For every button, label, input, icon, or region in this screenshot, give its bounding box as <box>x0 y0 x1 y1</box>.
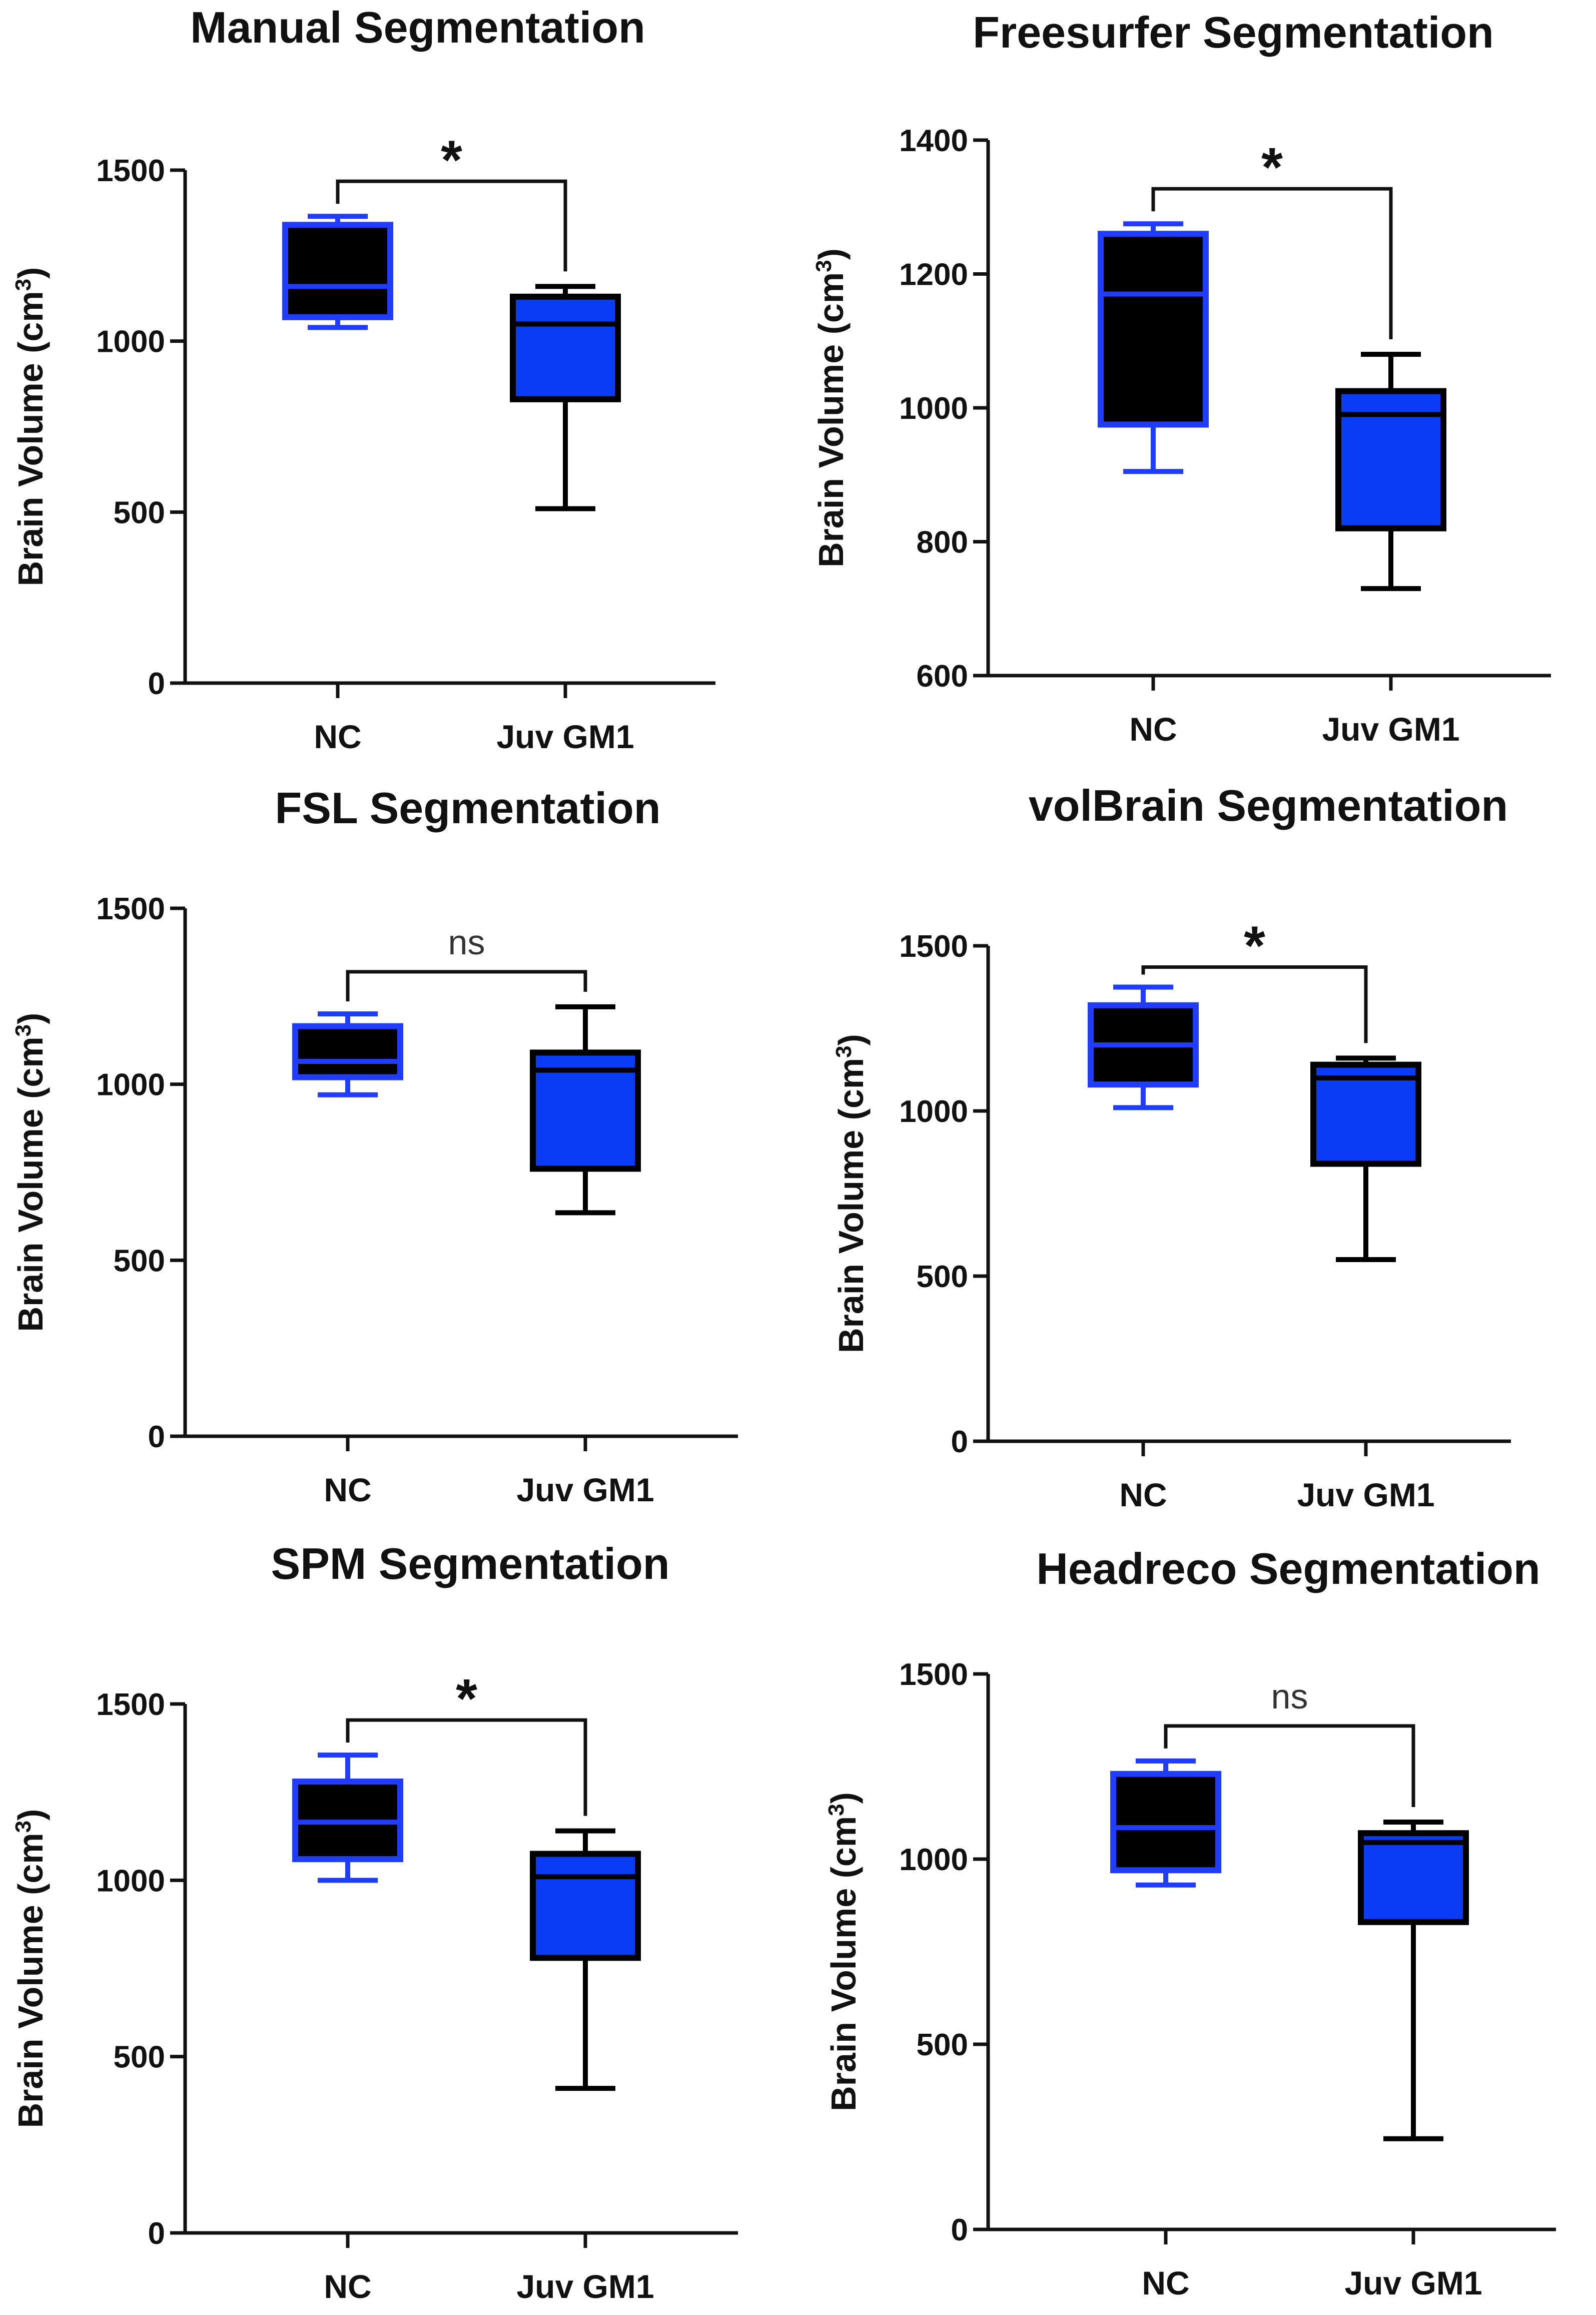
box-nc <box>1098 221 1209 474</box>
panel-manual-segmentation: Manual Segmentation Brain Volume (cm3) 0 50… <box>11 3 715 755</box>
y-tick-label: 1500 <box>899 929 968 964</box>
box-nc <box>1088 984 1199 1110</box>
y-tick-label: 1500 <box>96 154 165 188</box>
y-tick-label: 500 <box>114 495 165 530</box>
y-tick-label: 0 <box>148 2216 165 2251</box>
panel-headreco-segmentation: Headreco Segmentation Brain Volume (cm3) 0… <box>824 1544 1556 2301</box>
box-juv-gm1 <box>510 284 621 511</box>
y-axis-label: Brain Volume (cm3) <box>11 1013 51 1332</box>
significance-label: * <box>441 129 462 191</box>
x-tick-label: Juv GM1 <box>1297 1476 1434 1513</box>
significance-bracket <box>336 179 567 272</box>
chart-title: Headreco Segmentation <box>1036 1544 1540 1593</box>
significance-label: * <box>1244 915 1265 977</box>
iqr-box <box>530 1851 641 1961</box>
iqr-box <box>1110 1771 1221 1874</box>
iqr-box <box>1358 1830 1469 1925</box>
significance-bracket <box>346 970 587 1001</box>
y-tick-label: 1500 <box>899 1657 968 1692</box>
x-tick-label: Juv GM1 <box>1344 2264 1482 2301</box>
y-tick-label: 0 <box>951 2213 968 2247</box>
chart-title: Freesurfer Segmentation <box>973 8 1494 57</box>
box-nc <box>292 1753 403 1883</box>
y-tick-label: 500 <box>917 1260 968 1294</box>
x-tick-label: Juv GM1 <box>516 2268 654 2305</box>
y-tick-label: 1000 <box>96 325 165 359</box>
significance-label: * <box>456 1668 477 1729</box>
box-nc <box>292 1011 403 1097</box>
significance-bracket <box>1164 1724 1415 1807</box>
chart-title: SPM Segmentation <box>271 1539 670 1588</box>
panel-fsl-segmentation: FSL Segmentation Brain Volume (cm3) 0 500 10… <box>11 783 738 1508</box>
box-nc <box>282 214 393 330</box>
y-axis-label: Brain Volume (cm3) <box>11 1809 51 2128</box>
x-tick-label: NC <box>1142 2264 1189 2301</box>
y-tick-label: 800 <box>917 525 968 560</box>
box-juv-gm1 <box>1358 1820 1469 2141</box>
y-tick-label: 500 <box>114 2040 165 2075</box>
chart-title: volBrain Segmentation <box>1029 781 1508 830</box>
y-tick-label: 1000 <box>899 1094 968 1129</box>
iqr-box <box>1335 388 1446 531</box>
y-tick-label: 1000 <box>96 1068 165 1102</box>
chart-title: Manual Segmentation <box>190 3 645 52</box>
x-tick-label: NC <box>324 2268 371 2305</box>
y-axis-label: Brain Volume (cm3) <box>11 267 51 587</box>
significance-label: * <box>1261 137 1283 198</box>
y-tick-label: 1000 <box>96 1864 165 1898</box>
y-tick-label: 0 <box>148 667 165 701</box>
box-juv-gm1 <box>1310 1055 1421 1262</box>
significance-label: ns <box>1271 1677 1308 1716</box>
significance-bracket <box>346 1718 587 1816</box>
significance-bracket <box>1141 965 1368 1043</box>
panel-volbrain-segmentation: volBrain Segmentation Brain Volume (cm3) 0… <box>832 781 1511 1513</box>
box-juv-gm1 <box>1335 352 1446 592</box>
iqr-box <box>282 222 393 320</box>
iqr-box <box>1310 1061 1421 1167</box>
x-tick-label: Juv GM1 <box>496 718 634 755</box>
y-tick-label: 1000 <box>899 1843 968 1877</box>
significance-label: ns <box>448 923 485 962</box>
y-tick-label: 500 <box>917 2028 968 2062</box>
y-tick-label: 0 <box>951 1425 968 1459</box>
y-tick-label: 1200 <box>899 258 968 292</box>
box-juv-gm1 <box>530 1828 641 2091</box>
x-tick-label: NC <box>324 1471 371 1508</box>
y-tick-label: 1400 <box>899 124 968 158</box>
x-tick-label: NC <box>1129 711 1177 748</box>
significance-bracket <box>1151 187 1393 339</box>
panel-freesurfer-segmentation: Freesurfer Segmentation Brain Volume (cm3… <box>812 8 1551 748</box>
iqr-box <box>1098 231 1209 428</box>
y-tick-label: 0 <box>148 1420 165 1454</box>
y-axis-label: Brain Volume (cm3) <box>824 1792 864 2111</box>
x-tick-label: Juv GM1 <box>516 1471 654 1508</box>
box-nc <box>1110 1758 1221 1888</box>
y-axis-label: Brain Volume (cm3) <box>812 248 851 567</box>
x-tick-label: NC <box>1119 1476 1167 1513</box>
y-tick-label: 1000 <box>899 391 968 426</box>
iqr-box <box>292 1023 403 1080</box>
y-tick-label: 1500 <box>96 892 165 926</box>
iqr-box <box>510 293 621 402</box>
chart-title: FSL Segmentation <box>275 783 661 833</box>
y-tick-label: 500 <box>114 1244 165 1278</box>
y-tick-label: 600 <box>917 659 968 694</box>
box-juv-gm1 <box>530 1004 641 1216</box>
x-tick-label: Juv GM1 <box>1322 711 1459 748</box>
x-tick-label: NC <box>314 718 361 755</box>
y-tick-label: 1500 <box>96 1687 165 1722</box>
panel-spm-segmentation: SPM Segmentation Brain Volume (cm3) 0 500 10… <box>11 1539 738 2305</box>
y-axis-label: Brain Volume (cm3) <box>832 1034 871 1353</box>
